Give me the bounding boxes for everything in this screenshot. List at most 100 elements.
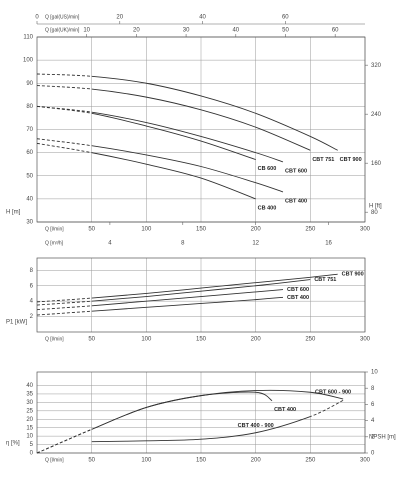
y2-tick-label: 0 — [371, 451, 375, 457]
y-axis-label: H [m] — [6, 210, 21, 216]
y2-tick-label: 320 — [371, 63, 382, 69]
x-tick-label: 60 — [282, 15, 289, 21]
y2-tick-label: 8 — [371, 386, 375, 392]
y2-tick-label: 10 — [371, 370, 378, 376]
y-tick-label: 10 — [26, 434, 33, 440]
x-axis-label: Q [l/min] — [45, 457, 64, 463]
series-label: CBT 900 — [342, 272, 364, 278]
x-axis-label: Q [l/min] — [45, 226, 64, 232]
y-tick-label: 100 — [23, 58, 34, 64]
y2-axis-label: NPSH [m] — [369, 435, 396, 441]
y-tick-label: 30 — [26, 220, 33, 226]
y2-tick-label: 6 — [371, 402, 375, 408]
y-tick-label: 60 — [26, 150, 33, 156]
x-axis-label: Q [m³/h] — [45, 240, 64, 246]
x-tick-label: 100 — [141, 227, 152, 233]
y-tick-label: 110 — [23, 35, 33, 41]
x-tick-label: 300 — [360, 337, 371, 343]
curve-extrapolated — [37, 138, 92, 147]
y2-tick-label: 240 — [371, 112, 382, 118]
y-tick-label: 6 — [30, 283, 34, 289]
x-tick-label: 150 — [196, 458, 207, 464]
y-tick-label: 40 — [26, 196, 33, 202]
x-tick-label: 250 — [305, 227, 316, 233]
x-tick-label: 50 — [282, 28, 289, 34]
x-axis-label: Q [gal(UK)/min] — [45, 27, 80, 33]
curve — [36, 73, 338, 151]
curve-extrapolated — [37, 85, 92, 90]
x-tick-label: 300 — [360, 227, 371, 233]
series-label: CBT 400 — [274, 407, 296, 413]
y-tick-label: 20 — [26, 417, 33, 423]
curve-extrapolated — [37, 142, 92, 154]
y2-tick-label: 80 — [371, 210, 378, 216]
y-tick-label: 5 — [30, 442, 34, 448]
curve — [36, 85, 311, 151]
series-label: CBT 400 - 900 — [238, 423, 274, 429]
curve — [36, 273, 338, 303]
x-tick-label: 100 — [141, 337, 152, 343]
y-tick-label: 15 — [26, 425, 33, 431]
x-tick-label: 50 — [88, 458, 95, 464]
y2-tick-label: 2 — [371, 434, 375, 440]
y-tick-label: 8 — [30, 268, 34, 274]
series-label: CBT 600 — [287, 287, 309, 293]
y2-axis-label: H [ft] — [369, 204, 382, 210]
x-tick-label: 40 — [199, 15, 206, 21]
curve-extrapolated — [310, 399, 344, 418]
y-axis-label: P1 [kW] — [6, 320, 27, 326]
x-tick-label: 4 — [108, 241, 112, 247]
curve — [36, 105, 284, 163]
x-tick-label: 200 — [251, 458, 262, 464]
curve — [91, 399, 344, 443]
x-tick-label: 300 — [360, 458, 371, 464]
series-label: CBT 400 — [285, 198, 307, 204]
x-axis-label: Q [gal(US)/min] — [45, 14, 80, 20]
series-label: CB 600 — [258, 166, 277, 172]
x-tick-label: 50 — [88, 227, 95, 233]
x-tick-label: 20 — [133, 28, 140, 34]
y-tick-label: 30 — [26, 400, 33, 406]
curve — [36, 138, 284, 193]
plot-frame — [36, 36, 366, 223]
y-tick-label: 70 — [26, 127, 33, 133]
series-label: CB 400 — [258, 205, 277, 211]
series-label: CBT 600 - 900 — [315, 389, 351, 395]
x-tick-label: 250 — [305, 458, 316, 464]
x-tick-label: 60 — [332, 28, 339, 34]
y2-tick-label: 160 — [371, 161, 382, 167]
x-tick-label: 150 — [196, 337, 207, 343]
x-tick-label: 16 — [325, 241, 332, 247]
x-tick-label: 50 — [88, 337, 95, 343]
plot-frame — [36, 371, 366, 454]
y-tick-label: 90 — [26, 81, 33, 87]
x-tick-label: 250 — [305, 337, 316, 343]
x-axis-label: Q [l/min] — [45, 336, 64, 342]
curve-extrapolated — [37, 428, 92, 454]
y-tick-label: 0 — [30, 451, 34, 457]
x-tick-label: 12 — [252, 241, 259, 247]
curve — [36, 389, 344, 454]
curve-extrapolated — [37, 105, 92, 114]
x-tick-label: 20 — [116, 15, 123, 21]
plot-frame — [36, 257, 366, 333]
y2-tick-label: 4 — [371, 418, 375, 424]
x-tick-label: 8 — [181, 241, 185, 247]
series-label: CBT 900 — [340, 157, 362, 163]
x-tick-label: 0 — [35, 15, 39, 21]
y-tick-label: 80 — [26, 104, 33, 110]
x-tick-label: 40 — [232, 28, 239, 34]
x-tick-label: 100 — [141, 458, 152, 464]
series-label: CBT 751 — [314, 277, 336, 283]
series-label: CBT 400 — [287, 295, 309, 301]
x-tick-label: 10 — [83, 28, 90, 34]
x-tick-label: 200 — [251, 337, 262, 343]
y-tick-label: 2 — [30, 314, 34, 320]
y-tick-label: 4 — [30, 299, 34, 305]
x-tick-label: 150 — [196, 227, 207, 233]
y-tick-label: 40 — [26, 383, 33, 389]
series-label: CBT 600 — [285, 168, 307, 174]
y-tick-label: 25 — [26, 408, 33, 414]
y-tick-label: 50 — [26, 173, 33, 179]
